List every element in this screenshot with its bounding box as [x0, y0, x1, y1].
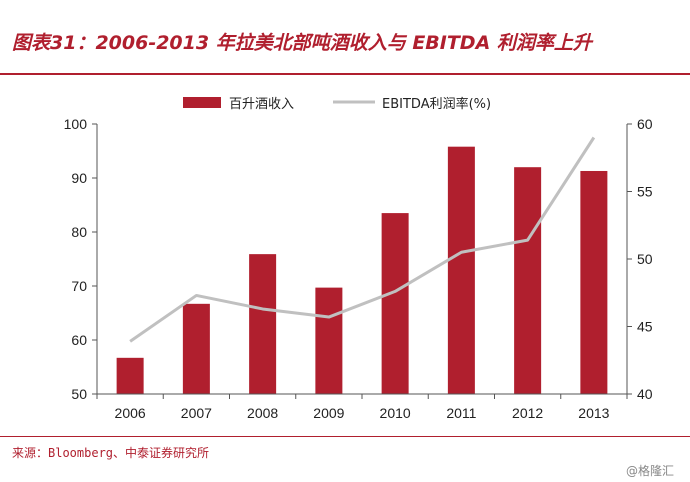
x-tick-label: 2011	[446, 405, 476, 421]
left-tick-label: 90	[71, 170, 87, 186]
left-tick-label: 50	[71, 386, 87, 402]
right-tick-label: 60	[637, 116, 653, 132]
x-tick-label: 2007	[181, 405, 212, 421]
x-tick-label: 2010	[380, 405, 411, 421]
left-tick-label: 80	[71, 224, 87, 240]
legend-bar-swatch	[183, 97, 221, 108]
bar-series	[116, 146, 608, 394]
right-tick-label: 55	[637, 184, 653, 200]
right-tick-label: 45	[637, 319, 653, 335]
left-tick-label: 100	[64, 116, 88, 132]
bar	[182, 303, 210, 394]
footer-divider	[0, 436, 690, 437]
bar	[514, 167, 542, 394]
right-tick-label: 50	[637, 251, 653, 267]
right-tick-label: 40	[637, 386, 653, 402]
left-tick-label: 60	[71, 332, 87, 348]
legend: 百升酒收入 EBITDA利润率(%)	[183, 96, 491, 112]
watermark: @格隆汇	[625, 464, 674, 478]
axes: 50 60 70 80 90 100 40 45 50 55 60 2006 2007 2008 2009 2…	[64, 116, 653, 421]
legend-line-label: EBITDA利润率(%)	[382, 96, 491, 112]
source-note: 来源：Bloomberg、中泰证券研究所	[12, 446, 210, 460]
bar	[447, 146, 475, 394]
chart-title: 图表31：2006-2013 年拉美北部吨酒收入与 EBITDA 利润率上升	[12, 32, 592, 54]
x-tick-label: 2008	[247, 405, 278, 421]
x-tick-label: 2012	[512, 405, 543, 421]
left-tick-label: 70	[71, 278, 87, 294]
bar	[116, 357, 144, 394]
legend-bar-label: 百升酒收入	[229, 97, 294, 112]
line-series	[129, 136, 596, 343]
bar	[381, 213, 409, 394]
x-tick-label: 2006	[115, 405, 146, 421]
x-tick-label: 2013	[578, 405, 609, 421]
bar	[249, 254, 277, 394]
x-tick-label: 2009	[313, 405, 344, 421]
title-divider	[0, 73, 690, 75]
bar	[580, 170, 608, 394]
ebitda-line	[129, 136, 596, 343]
bar	[315, 287, 343, 394]
